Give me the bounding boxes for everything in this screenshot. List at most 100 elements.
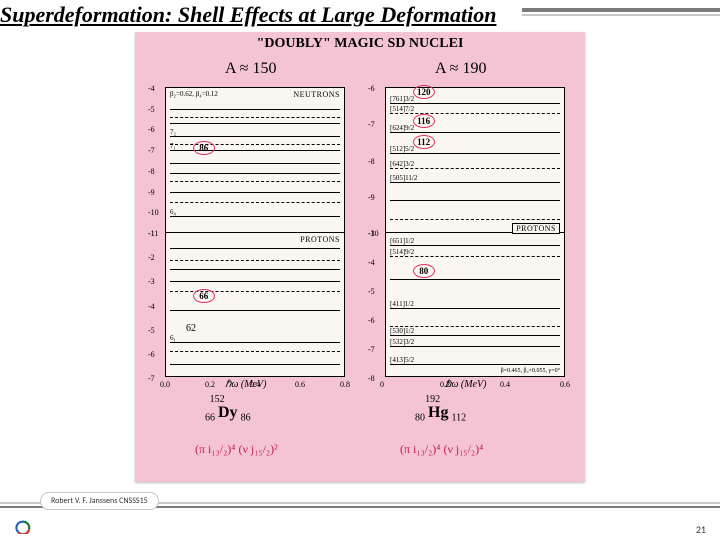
page-number: 21 — [696, 523, 706, 536]
figure: "DOUBLY" MAGIC SD NUCLEI A ≈ 150 A ≈ 190… — [135, 32, 585, 482]
y-tick: -6 — [368, 316, 375, 325]
x-tick: 0.0 — [160, 380, 170, 389]
mass-label-left: A ≈ 150 — [225, 60, 276, 78]
y-tick: -4 — [148, 84, 155, 93]
y-tick: -7 — [368, 345, 375, 354]
y-tick: -5 — [148, 326, 155, 335]
level-label: [651]1/2 — [390, 237, 414, 245]
energy-level — [390, 245, 561, 246]
level-label: [514]9/2 — [390, 248, 414, 256]
level-label: 7₂ — [170, 128, 176, 136]
energy-level — [170, 136, 341, 137]
level-label: [624]9/2 — [390, 124, 414, 132]
y-tick: -7 — [148, 146, 155, 155]
y-tick: -4 — [148, 302, 155, 311]
y-tick: -9 — [368, 193, 375, 202]
nucleus-Z: 66 — [205, 412, 215, 423]
energy-level — [170, 351, 341, 352]
energy-level — [170, 281, 341, 282]
slide: Superdeformation: Shell Effects at Large… — [0, 0, 720, 540]
level-label: [530]1/2 — [390, 327, 414, 335]
energy-level — [170, 202, 341, 203]
right-panel: -6-7-8-9-10[761]3/2[514]7/2[624]9/2[512]… — [385, 87, 565, 377]
nucleus-symbol: Dy — [218, 404, 238, 421]
x-tick: 0.4 — [500, 380, 510, 389]
energy-level — [170, 181, 341, 182]
level-label: [505]11/2 — [390, 174, 417, 182]
nucleus-left: 66 Dy 86 152 — [205, 404, 225, 423]
energy-level — [170, 117, 341, 118]
y-tick: -8 — [368, 157, 375, 166]
energy-level — [390, 335, 561, 336]
energy-level — [390, 308, 561, 309]
level-label: 7₁ — [170, 142, 176, 150]
energy-level — [390, 103, 561, 104]
logo-icon — [14, 520, 32, 534]
energy-level — [390, 256, 561, 257]
level-label: [514]7/2 — [390, 105, 414, 113]
left-panel: β₂=0.62, β₄=0.12 NEUTRONS -4-5-6-7-8-9-1… — [165, 87, 345, 377]
param-text-right: β=0.465, β₄=0.055, γ=0° — [501, 368, 560, 374]
magic-number-circle: 80 — [413, 264, 435, 278]
energy-level — [170, 248, 341, 249]
level-label: [512]5/2 — [390, 145, 414, 153]
energy-level — [390, 113, 561, 114]
subpanel-label: NEUTRONS — [293, 90, 340, 99]
footer: Robert V. F. Janssens CNSSS15 21 — [0, 502, 720, 540]
subpanel-label: PROTONS — [512, 223, 560, 234]
y-tick: -6 — [148, 125, 155, 134]
y-tick: -10 — [148, 208, 159, 217]
x-tick: 0 — [380, 380, 384, 389]
energy-level — [170, 342, 341, 343]
nucleus-A: 192 — [425, 394, 440, 405]
y-tick: -1 — [148, 229, 155, 238]
nucleus-N: 112 — [451, 412, 466, 423]
nucleus-Z: 80 — [415, 412, 425, 423]
energy-level — [170, 364, 341, 365]
energy-level — [170, 192, 341, 193]
rule-light — [522, 14, 720, 16]
energy-level — [390, 132, 561, 133]
slide-title: Superdeformation: Shell Effects at Large… — [0, 2, 520, 28]
energy-level — [170, 269, 341, 270]
level-label: 6₄ — [170, 208, 176, 216]
nucleus-A: 152 — [210, 394, 225, 405]
energy-level — [390, 168, 561, 169]
right-proton-subpanel: PROTONS -3-4-5-6-7-8[651]1/2[514]9/2[411… — [386, 233, 564, 378]
level-label: [413]5/2 — [390, 356, 414, 364]
x-tick: 0.6 — [560, 380, 570, 389]
level-label: [411]1/2 — [390, 300, 414, 308]
y-tick: -7 — [368, 120, 375, 129]
energy-level — [170, 123, 341, 124]
energy-level — [390, 364, 561, 365]
x-axis-label-left: ℏω (MeV) — [225, 379, 266, 390]
level-label: [642]3/2 — [390, 160, 414, 168]
x-axis-label-right: ℏω (MeV) — [445, 379, 486, 390]
energy-level — [390, 182, 561, 183]
gap-label: 62 — [186, 323, 196, 334]
panel-area: Single-particle levels (MeV) β₂=0.62, β₄… — [165, 87, 565, 392]
energy-level — [170, 260, 341, 261]
y-tick: -7 — [148, 374, 155, 383]
y-tick: -4 — [368, 258, 375, 267]
subpanel-label: PROTONS — [300, 235, 340, 244]
energy-level — [390, 346, 561, 347]
magic-number-circle: 116 — [413, 114, 435, 128]
y-tick: -5 — [148, 105, 155, 114]
nucleus-right: 80 Hg 112 192 — [415, 404, 440, 423]
nucleus-symbol: Hg — [428, 404, 448, 421]
energy-level — [170, 163, 341, 164]
magic-number-circle: 112 — [413, 135, 435, 149]
energy-level — [390, 153, 561, 154]
x-tick: 0.2 — [205, 380, 215, 389]
level-label: 6₁ — [170, 334, 176, 342]
magic-number-circle: 120 — [413, 85, 435, 99]
y-tick: -5 — [368, 287, 375, 296]
config-right: (π i₁₃/₂)⁴ (ν j₁₅/₂)⁴ — [400, 442, 483, 457]
energy-level — [390, 326, 561, 327]
y-tick: -3 — [368, 229, 375, 238]
magic-number-circle: 66 — [193, 289, 215, 303]
y-tick: -8 — [148, 167, 155, 176]
x-tick: 0.6 — [295, 380, 305, 389]
energy-level — [390, 219, 561, 220]
